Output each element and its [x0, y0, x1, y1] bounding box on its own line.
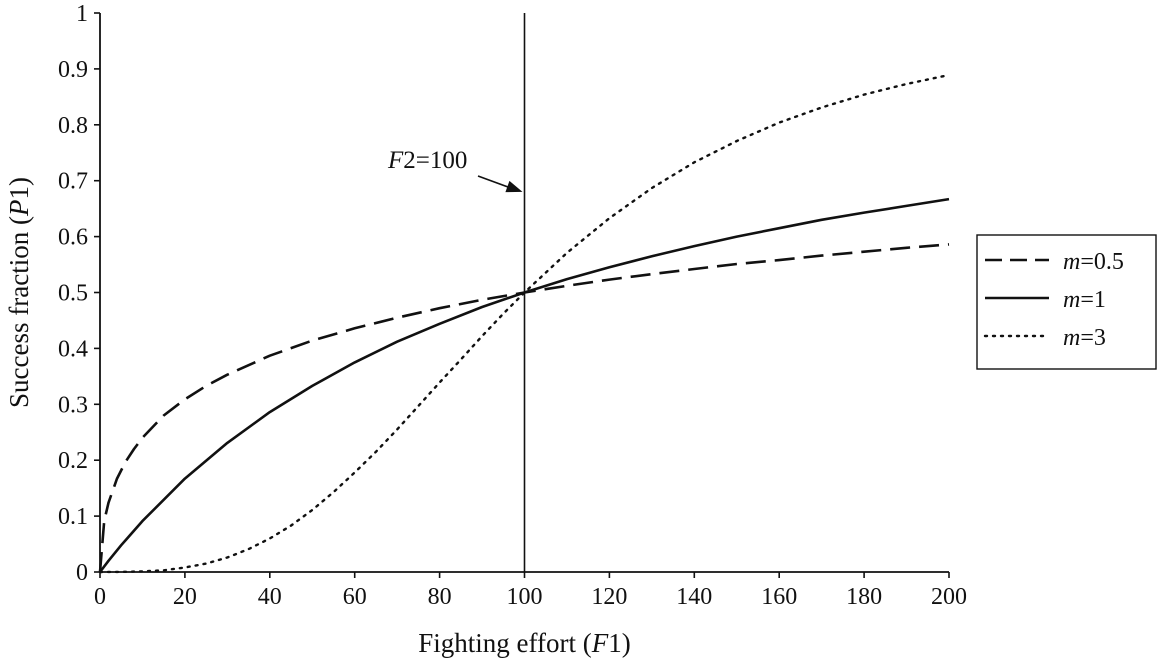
legend-label-value: =1 [1080, 287, 1106, 313]
x-axis-title-prefix: Fighting effort ( [418, 628, 591, 658]
y-tick-label: 0.2 [58, 448, 88, 474]
y-tick-label: 0.4 [58, 336, 88, 362]
series-layer [98, 73, 951, 574]
x-axis-title: Fighting effort (F1) [418, 628, 630, 658]
annotation-var: F [387, 147, 404, 174]
y-tick-label: 0.1 [58, 504, 88, 530]
series-line-dotted [98, 73, 951, 574]
y-axis-title-var: P [4, 200, 34, 218]
x-tick-label: 100 [507, 584, 543, 610]
x-axis-title-var: F [591, 628, 609, 658]
legend: m=0.5m=1m=3 [976, 234, 1157, 370]
legend-label: m=1 [1063, 287, 1106, 313]
legend-box [976, 234, 1157, 370]
series-line-dashed [98, 243, 950, 573]
y-axis-title-suffix: 1) [4, 177, 34, 200]
y-tick-label: 0.7 [58, 169, 88, 195]
y-tick-label: 0 [76, 560, 88, 586]
legend-label-var: m [1063, 287, 1080, 313]
legend-label-value: =3 [1080, 325, 1106, 351]
legend-label-value: =0.5 [1080, 249, 1124, 275]
legend-label-var: m [1063, 249, 1080, 275]
x-tick-label: 40 [258, 584, 282, 610]
y-tick-label: 0.9 [58, 57, 88, 83]
x-tick-label: 120 [591, 584, 627, 610]
y-tick-label: 0.8 [58, 113, 88, 139]
legend-items: m=0.5m=1m=3 [983, 249, 1124, 351]
y-tick-label: 0.6 [58, 225, 88, 251]
annotation-label: F2=100 [387, 147, 467, 174]
y-axis-title-prefix: Success fraction ( [4, 216, 34, 408]
x-tick-label: 0 [94, 584, 106, 610]
y-axis-title: Success fraction (P1) [4, 177, 34, 408]
annotation-arrowhead [505, 180, 523, 193]
x-tick-label: 180 [846, 584, 882, 610]
y-tick-label: 1 [76, 1, 88, 27]
series-line-solid [98, 197, 950, 573]
legend-label-var: m [1063, 325, 1080, 351]
x-tick-label: 160 [761, 584, 797, 610]
y-tick-label: 0.3 [58, 392, 88, 418]
x-tick-label: 20 [173, 584, 197, 610]
annotation: F2=100 [387, 147, 523, 193]
annotation-text: 2=100 [403, 147, 467, 174]
y-tick-label: 0.5 [58, 281, 88, 307]
y-axis-ticks: 0 0.1 0.2 0.3 0.4 0.5 0.6 0.7 0.8 0.9 1 [58, 1, 100, 586]
x-axis-ticks: 0 20 40 60 80 100 120 140 160 180 200 [94, 572, 967, 610]
x-tick-label: 60 [343, 584, 367, 610]
x-tick-label: 80 [428, 584, 452, 610]
legend-label: m=0.5 [1063, 249, 1124, 275]
legend-label: m=3 [1063, 325, 1106, 351]
x-axis-title-suffix: 1) [608, 628, 631, 658]
x-tick-label: 200 [931, 584, 967, 610]
x-tick-label: 140 [676, 584, 712, 610]
